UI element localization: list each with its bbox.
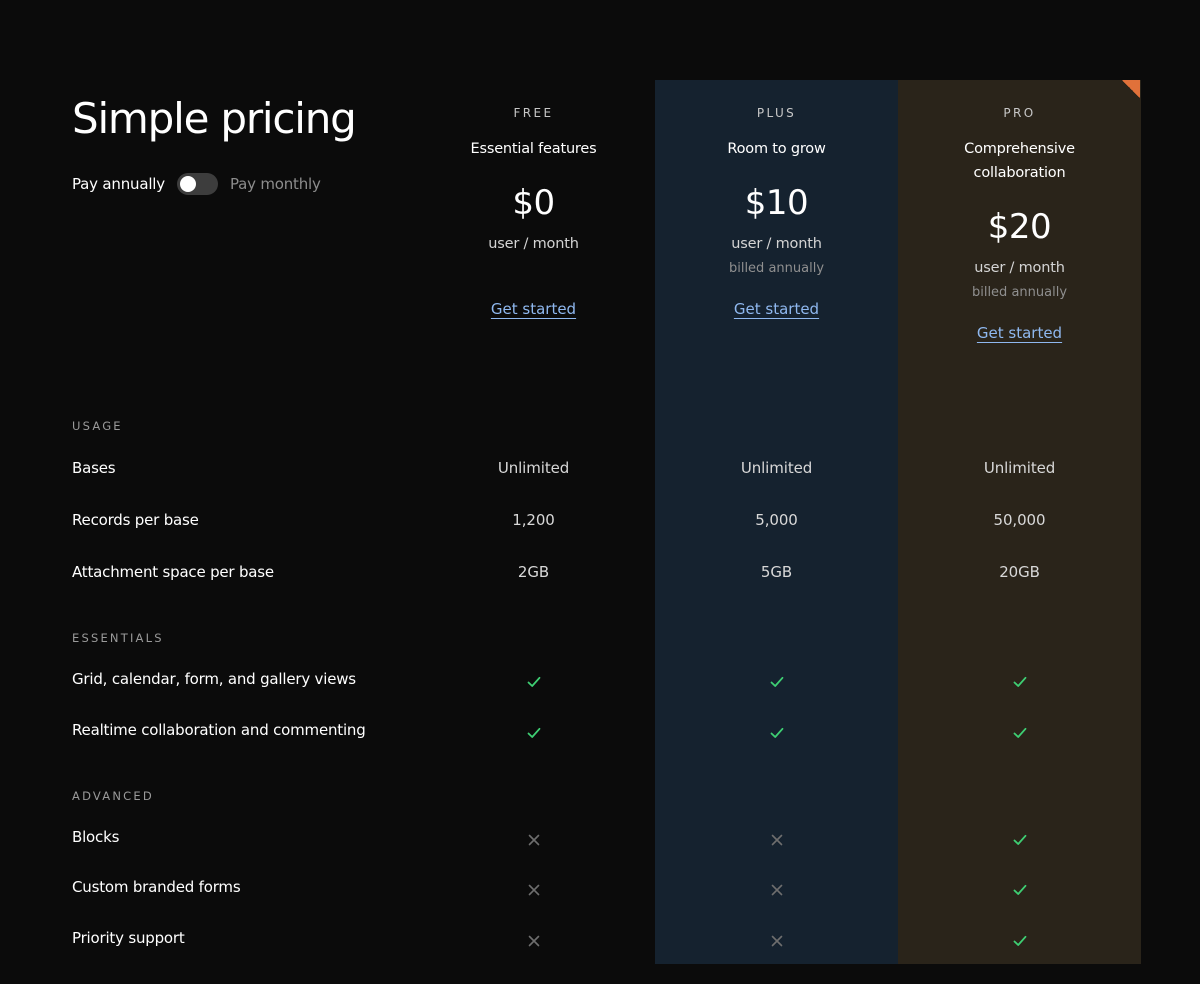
page-title: Simple pricing: [72, 94, 357, 143]
cross-icon: [655, 830, 898, 848]
cross-icon: [412, 880, 655, 898]
cross-icon: [412, 931, 655, 949]
get-started-free-link[interactable]: Get started: [490, 300, 577, 318]
get-started-pro-link[interactable]: Get started: [976, 324, 1063, 342]
feature-value: 1,200: [512, 511, 555, 529]
section-heading-essentials: ESSENTIALS: [72, 631, 164, 645]
feature-value: Unlimited: [740, 459, 813, 477]
plan-unit: user / month: [731, 236, 822, 252]
feature-value: Unlimited: [983, 459, 1056, 477]
check-icon: [412, 723, 655, 741]
plan-name: PLUS: [756, 106, 797, 120]
pay-annually-label[interactable]: Pay annually: [72, 175, 165, 193]
pay-monthly-label[interactable]: Pay monthly: [229, 175, 321, 193]
feature-label: Bases: [72, 459, 116, 477]
feature-label: Realtime collaboration and commenting: [72, 721, 366, 739]
plan-billing-note: billed annually: [728, 261, 825, 276]
plan-name: PRO: [1003, 106, 1036, 120]
feature-value: 5GB: [760, 563, 793, 581]
feature-value: Unlimited: [497, 459, 570, 477]
plan-name: FREE: [513, 106, 554, 120]
pro-column-background: [898, 80, 1141, 964]
section-heading-usage: USAGE: [72, 419, 123, 433]
cross-icon: [655, 931, 898, 949]
check-icon: [898, 672, 1141, 690]
feature-value: 2GB: [517, 563, 550, 581]
plus-column-background: [655, 80, 898, 964]
check-icon: [898, 830, 1141, 848]
plan-price: $20: [987, 207, 1052, 247]
plan-tagline: Essential features: [470, 141, 597, 157]
check-icon: [898, 931, 1141, 949]
check-icon: [898, 723, 1141, 741]
check-icon: [655, 723, 898, 741]
feature-label: Records per base: [72, 511, 199, 529]
toggle-knob: [179, 176, 196, 192]
cross-icon: [655, 880, 898, 898]
feature-label: Grid, calendar, form, and gallery views: [72, 670, 356, 688]
plan-price: $10: [744, 183, 809, 223]
get-started-plus-link[interactable]: Get started: [733, 300, 820, 318]
billing-toggle: Pay annually Pay monthly: [72, 172, 321, 196]
feature-value: 50,000: [993, 511, 1046, 529]
cross-icon: [412, 830, 655, 848]
feature-label: Blocks: [72, 828, 120, 846]
check-icon: [898, 880, 1141, 898]
billing-toggle-switch[interactable]: [176, 173, 218, 195]
plan-tagline: Comprehensive collaboration: [964, 141, 1075, 181]
plan-tagline: Room to grow: [727, 141, 826, 157]
feature-label: Attachment space per base: [72, 563, 274, 581]
plan-unit: user / month: [974, 260, 1065, 276]
plan-billing-note: billed annually: [971, 285, 1068, 300]
check-icon: [412, 672, 655, 690]
feature-value: 20GB: [999, 563, 1040, 581]
feature-label: Custom branded forms: [72, 878, 241, 896]
plan-unit: user / month: [488, 236, 579, 252]
feature-label: Priority support: [72, 929, 185, 947]
feature-value: 5,000: [755, 511, 798, 529]
plan-price: $0: [512, 183, 555, 223]
featured-corner-flag: [1122, 80, 1140, 98]
check-icon: [655, 672, 898, 690]
section-heading-advanced: ADVANCED: [72, 789, 154, 803]
